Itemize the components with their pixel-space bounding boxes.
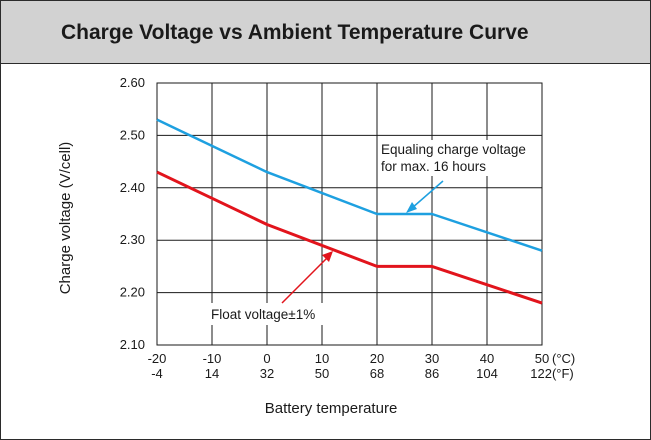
x-tick-label-f: 14: [205, 366, 219, 381]
chart-title: Charge Voltage vs Ambient Temperature Cu…: [61, 21, 529, 44]
y-tick-label: 2.50: [120, 127, 145, 142]
plot-border: [156, 82, 543, 346]
annotation-equaling-line: Equaling charge voltage: [381, 142, 526, 157]
x-tick-label-c: 30: [425, 351, 439, 366]
x-unit-c: (°C): [552, 351, 575, 366]
annotation-arrow-float: [281, 257, 328, 304]
title-divider: [1, 63, 650, 64]
x-tick-label-f: 122(°F): [530, 366, 574, 381]
grid-lines: [156, 82, 543, 346]
annotation-arrowhead-float: [322, 251, 333, 262]
series-line-float: [156, 170, 543, 305]
annotation-bg: [208, 303, 328, 325]
series-line-equaling-charge: [156, 118, 543, 252]
annotation-bg: [378, 140, 540, 176]
x-tick-label-f: 68: [370, 366, 384, 381]
x-tick-label-f: 104: [476, 366, 498, 381]
title-bar: Charge Voltage vs Ambient Temperature Cu…: [1, 1, 650, 63]
annotation-equaling-line: for max. 16 hours: [381, 159, 486, 174]
y-tick-label: 2.10: [120, 337, 145, 352]
x-tick-label-c: -10: [203, 351, 222, 366]
x-tick-label-c: 10: [315, 351, 329, 366]
x-tick-label-f: 50: [315, 366, 329, 381]
x-tick-label-f: -4: [151, 366, 163, 381]
tick-labels: -20-4-10140321050206830864010450122(°F)(…: [120, 75, 576, 381]
y-tick-label: 2.30: [120, 232, 145, 247]
x-axis-label: Battery temperature: [265, 400, 398, 417]
x-tick-label-c: 50: [535, 351, 549, 366]
annotation-arrow-equaling: [411, 180, 444, 209]
y-tick-label: 2.40: [120, 180, 145, 195]
x-tick-label-c: 20: [370, 351, 384, 366]
y-axis-label: Charge voltage (V/cell): [57, 142, 74, 295]
x-tick-label-c: -20: [148, 351, 167, 366]
annotation-float-label: Float voltage±1%: [211, 307, 315, 322]
annotation-arrowhead-equaling: [406, 202, 417, 213]
series-layer: [156, 118, 543, 305]
x-tick-label-c: 0: [263, 351, 270, 366]
y-tick-label: 2.20: [120, 285, 145, 300]
x-tick-label-f: 32: [260, 366, 274, 381]
y-tick-label: 2.60: [120, 75, 145, 90]
x-tick-label-f: 86: [425, 366, 439, 381]
x-tick-label-c: 40: [480, 351, 494, 366]
annotations: Equaling charge voltage for max. 16 hours…: [208, 140, 540, 325]
